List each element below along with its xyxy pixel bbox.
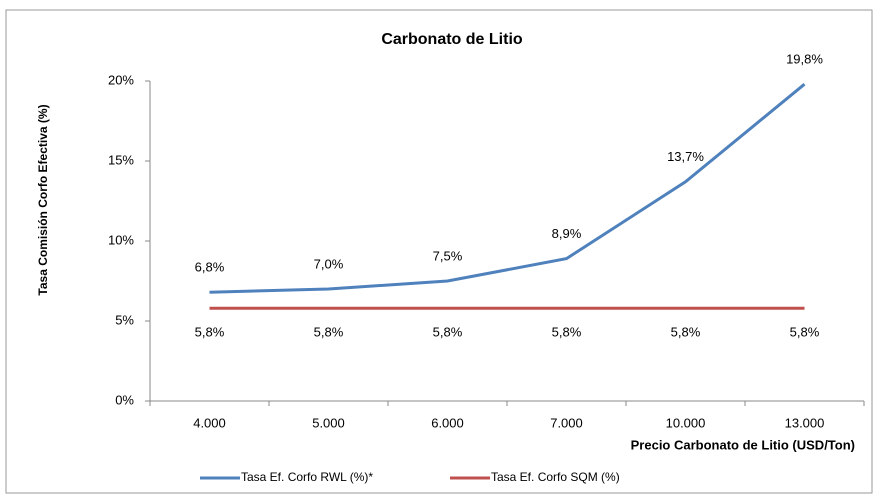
chart-title: Carbonato de Litio bbox=[381, 31, 523, 48]
y-tick-label: 0% bbox=[115, 392, 134, 407]
x-tick-label: 5.000 bbox=[312, 415, 345, 430]
x-tick-label: 13.000 bbox=[785, 415, 825, 430]
data-label: 5,8% bbox=[433, 325, 463, 340]
x-axis-label: Precio Carbonato de Litio (USD/Ton) bbox=[631, 437, 855, 452]
data-label: 5,8% bbox=[552, 325, 582, 340]
data-label: 19,8% bbox=[786, 52, 823, 67]
y-tick-label: 20% bbox=[108, 72, 134, 87]
data-label: 13,7% bbox=[667, 149, 704, 164]
x-tick-label: 6.000 bbox=[431, 415, 464, 430]
data-label: 8,9% bbox=[552, 226, 582, 241]
data-label: 5,8% bbox=[195, 325, 225, 340]
data-label: 6,8% bbox=[195, 260, 225, 275]
data-label: 7,0% bbox=[314, 256, 344, 271]
legend-label: Tasa Ef. Corfo SQM (%) bbox=[491, 470, 620, 484]
data-label: 7,5% bbox=[433, 248, 463, 263]
x-tick-label: 4.000 bbox=[193, 415, 226, 430]
data-label: 5,8% bbox=[314, 325, 344, 340]
y-tick-label: 10% bbox=[108, 232, 134, 247]
y-axis-label: Tasa Comisión Corfo Efectiva (%) bbox=[36, 104, 50, 295]
y-tick-label: 5% bbox=[115, 312, 134, 327]
x-tick-label: 7.000 bbox=[550, 415, 583, 430]
data-label: 5,8% bbox=[790, 325, 820, 340]
y-tick-label: 15% bbox=[108, 152, 134, 167]
x-tick-label: 10.000 bbox=[666, 415, 706, 430]
legend-label: Tasa Ef. Corfo RWL (%)* bbox=[241, 470, 373, 484]
series-line bbox=[209, 83, 806, 294]
data-label: 5,8% bbox=[671, 325, 701, 340]
